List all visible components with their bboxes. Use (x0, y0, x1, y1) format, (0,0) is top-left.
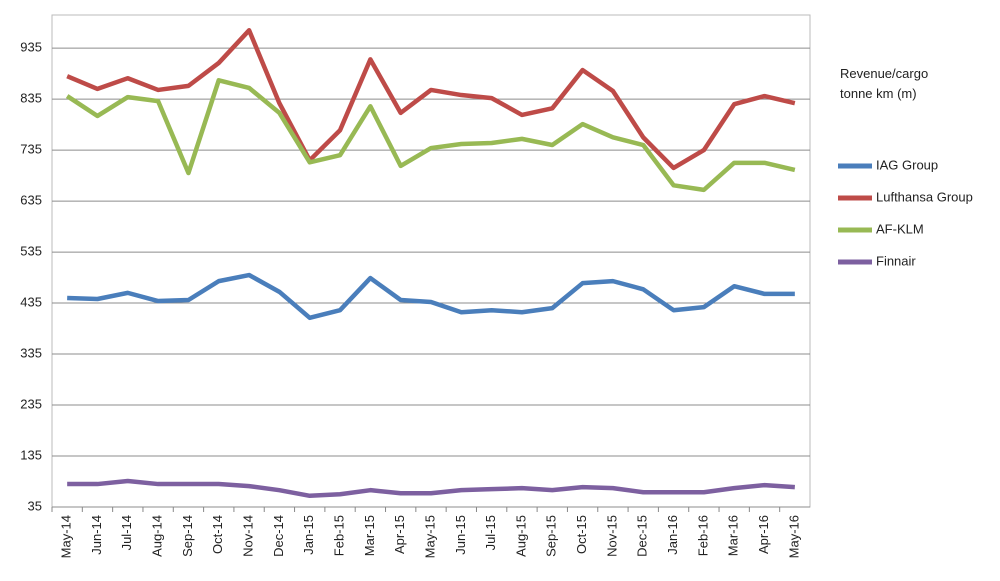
line-series (67, 272, 795, 321)
x-tick-label: Jun-15 (453, 515, 468, 555)
x-tick-label: Nov-14 (241, 515, 256, 557)
y-tick-label: 35 (28, 498, 42, 513)
line-series (67, 478, 795, 499)
x-tick-label: Dec-14 (271, 515, 286, 557)
x-tick-label: Mar-15 (362, 515, 377, 556)
legend-label: Finnair (876, 253, 916, 268)
x-tick-label: May-14 (59, 515, 74, 558)
x-tick-label: May-15 (422, 515, 437, 558)
x-tick-label: Jan-15 (301, 515, 316, 555)
y-tick-label: 735 (20, 142, 42, 157)
x-tick-label: Feb-16 (695, 515, 710, 556)
x-tick-label: Dec-15 (635, 515, 650, 557)
x-tick-label: Sep-15 (544, 515, 559, 557)
x-tick-label: Jun-14 (89, 515, 104, 555)
y-tick-label: 935 (20, 40, 42, 55)
plot-area (51, 14, 811, 508)
x-tick-label: Jul-15 (483, 515, 498, 550)
y-tick-label: 535 (20, 244, 42, 259)
y-tick-label: 635 (20, 193, 42, 208)
x-tick-label: May-16 (786, 515, 801, 558)
x-tick-label: Oct-15 (574, 515, 589, 554)
legend-label: AF-KLM (876, 221, 924, 236)
legend-label: Lufthansa Group (876, 189, 973, 204)
line-series (66, 28, 796, 171)
x-tick-label: Apr-16 (756, 515, 771, 554)
x-tick-label: Nov-15 (604, 515, 619, 557)
x-tick-label: Sep-14 (180, 515, 195, 557)
x-tick-label: Oct-14 (210, 515, 225, 554)
x-tick-label: Aug-14 (150, 515, 165, 557)
y-tick-label: 235 (20, 396, 42, 411)
x-tick-label: Aug-15 (513, 515, 528, 557)
x-tick-label: Apr-15 (392, 515, 407, 554)
y-tick-label: 835 (20, 91, 42, 106)
legend-title: Revenue/cargo tonne km (m) (840, 66, 929, 101)
x-tick-label: Jan-16 (665, 515, 680, 555)
x-tick-label: Mar-16 (726, 515, 741, 556)
legend-label: IAG Group (876, 157, 938, 172)
line-series (65, 78, 796, 193)
y-tick-label: 435 (20, 294, 42, 309)
x-tick-label: Feb-15 (331, 515, 346, 556)
y-tick-label: 135 (20, 447, 42, 462)
x-tick-label: Jul-14 (119, 515, 134, 550)
y-tick-label: 335 (20, 345, 42, 360)
